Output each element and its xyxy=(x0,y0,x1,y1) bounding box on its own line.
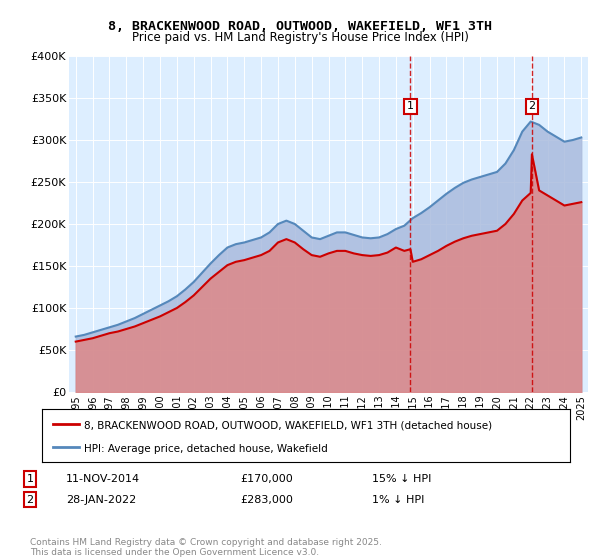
Text: 8, BRACKENWOOD ROAD, OUTWOOD, WAKEFIELD, WF1 3TH: 8, BRACKENWOOD ROAD, OUTWOOD, WAKEFIELD,… xyxy=(108,20,492,32)
Text: 28-JAN-2022: 28-JAN-2022 xyxy=(66,494,136,505)
Text: 8, BRACKENWOOD ROAD, OUTWOOD, WAKEFIELD, WF1 3TH (detached house): 8, BRACKENWOOD ROAD, OUTWOOD, WAKEFIELD,… xyxy=(84,421,493,431)
Text: Price paid vs. HM Land Registry's House Price Index (HPI): Price paid vs. HM Land Registry's House … xyxy=(131,31,469,44)
Text: £170,000: £170,000 xyxy=(240,474,293,484)
Text: 1: 1 xyxy=(407,101,414,111)
Text: 2: 2 xyxy=(26,494,34,505)
Text: 15% ↓ HPI: 15% ↓ HPI xyxy=(372,474,431,484)
Text: £283,000: £283,000 xyxy=(240,494,293,505)
Text: Contains HM Land Registry data © Crown copyright and database right 2025.
This d: Contains HM Land Registry data © Crown c… xyxy=(30,538,382,557)
Text: 1: 1 xyxy=(26,474,34,484)
Text: HPI: Average price, detached house, Wakefield: HPI: Average price, detached house, Wake… xyxy=(84,444,328,454)
Text: 11-NOV-2014: 11-NOV-2014 xyxy=(66,474,140,484)
Text: 1% ↓ HPI: 1% ↓ HPI xyxy=(372,494,424,505)
Text: 2: 2 xyxy=(529,101,535,111)
